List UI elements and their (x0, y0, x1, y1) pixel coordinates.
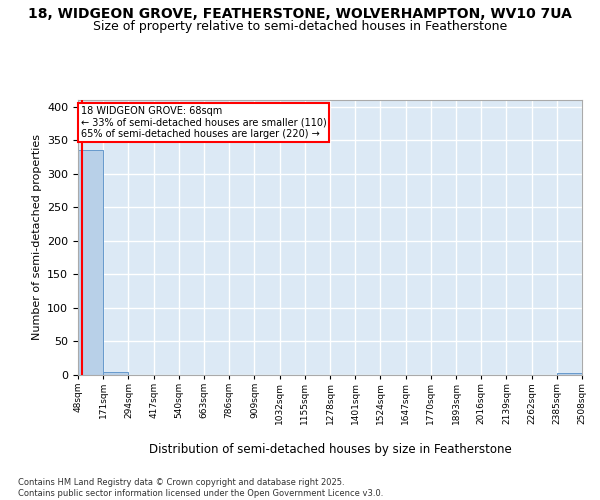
Y-axis label: Number of semi-detached properties: Number of semi-detached properties (32, 134, 41, 340)
Bar (557, 373, 582, 375)
Text: Contains HM Land Registry data © Crown copyright and database right 2025.
Contai: Contains HM Land Registry data © Crown c… (18, 478, 383, 498)
Bar (103, 372, 128, 375)
Text: 18, WIDGEON GROVE, FEATHERSTONE, WOLVERHAMPTON, WV10 7UA: 18, WIDGEON GROVE, FEATHERSTONE, WOLVERH… (28, 8, 572, 22)
Text: Distribution of semi-detached houses by size in Featherstone: Distribution of semi-detached houses by … (149, 442, 511, 456)
Text: 18 WIDGEON GROVE: 68sqm
← 33% of semi-detached houses are smaller (110)
65% of s: 18 WIDGEON GROVE: 68sqm ← 33% of semi-de… (80, 106, 326, 138)
Bar (78, 150, 103, 375)
Text: Size of property relative to semi-detached houses in Featherstone: Size of property relative to semi-detach… (93, 20, 507, 33)
